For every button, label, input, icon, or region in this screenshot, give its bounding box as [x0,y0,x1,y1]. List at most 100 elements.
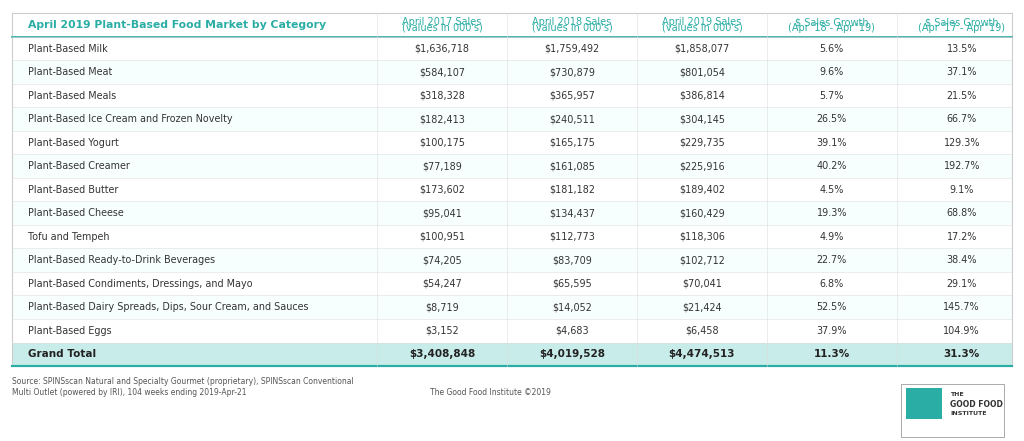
Text: $182,413: $182,413 [419,114,465,124]
Text: $1,759,492: $1,759,492 [545,44,599,53]
Text: Plant-Based Yogurt: Plant-Based Yogurt [29,138,119,148]
Text: $386,814: $386,814 [679,90,725,101]
Bar [12,248,1012,272]
Text: $14,052: $14,052 [552,302,592,312]
Text: 192.7%: 192.7% [943,161,980,171]
Text: $3,152: $3,152 [425,326,459,336]
Text: Plant-Based Cheese: Plant-Based Cheese [29,208,124,218]
Text: Plant-Based Butter: Plant-Based Butter [29,185,119,194]
Text: 4.5%: 4.5% [819,185,844,194]
Text: 31.3%: 31.3% [943,349,980,359]
Bar [12,295,1012,319]
Bar [12,60,1012,84]
Text: $70,041: $70,041 [682,279,722,289]
Bar [12,107,1012,131]
Bar [12,84,1012,107]
Text: 6.8%: 6.8% [819,279,844,289]
Text: Plant-Based Condiments, Dressings, and Mayo: Plant-Based Condiments, Dressings, and M… [29,279,253,289]
Text: $100,951: $100,951 [419,232,465,242]
Text: April 2019 Sales: April 2019 Sales [663,17,741,27]
Text: Grand Total: Grand Total [29,349,96,359]
Text: $ Sales Growth: $ Sales Growth [925,17,998,27]
Text: $4,683: $4,683 [555,326,589,336]
Text: Plant-Based Meals: Plant-Based Meals [29,90,117,101]
Bar [12,37,1012,60]
Text: (Apr '18 - Apr '19): (Apr '18 - Apr '19) [788,23,876,33]
Text: 5.6%: 5.6% [819,44,844,53]
Text: 5.7%: 5.7% [819,90,844,101]
Text: $160,429: $160,429 [679,208,725,218]
Text: 37.9%: 37.9% [816,326,847,336]
Text: Plant-Based Ready-to-Drink Beverages: Plant-Based Ready-to-Drink Beverages [29,255,215,265]
Text: 21.5%: 21.5% [946,90,977,101]
Text: Plant-Based Ice Cream and Frozen Novelty: Plant-Based Ice Cream and Frozen Novelty [29,114,233,124]
Text: 37.1%: 37.1% [946,67,977,77]
Text: (values in 000's): (values in 000's) [401,23,482,33]
Text: 145.7%: 145.7% [943,302,980,312]
Bar [12,131,1012,154]
Text: $ Sales Growth: $ Sales Growth [795,17,868,27]
Bar [906,388,942,419]
Text: 4.9%: 4.9% [819,232,844,242]
Text: $240,511: $240,511 [549,114,595,124]
Text: $77,189: $77,189 [422,161,462,171]
Text: $118,306: $118,306 [679,232,725,242]
Text: Plant-Based Dairy Spreads, Dips, Sour Cream, and Sauces: Plant-Based Dairy Spreads, Dips, Sour Cr… [29,302,309,312]
Bar [12,202,1012,225]
Text: THE: THE [950,392,964,397]
Text: $1,636,718: $1,636,718 [415,44,470,53]
Text: GOOD FOOD: GOOD FOOD [950,400,1004,409]
Text: (values in 000's): (values in 000's) [531,23,612,33]
Text: 11.3%: 11.3% [814,349,850,359]
Text: $3,408,848: $3,408,848 [409,349,475,359]
Text: $4,474,513: $4,474,513 [669,349,735,359]
Text: 9.1%: 9.1% [949,185,974,194]
Text: 40.2%: 40.2% [816,161,847,171]
Bar [12,13,1012,37]
Text: $65,595: $65,595 [552,279,592,289]
Text: $161,085: $161,085 [549,161,595,171]
Text: $134,437: $134,437 [549,208,595,218]
Text: $95,041: $95,041 [422,208,462,218]
Text: $173,602: $173,602 [419,185,465,194]
Text: (values in 000's): (values in 000's) [662,23,742,33]
Text: $189,402: $189,402 [679,185,725,194]
Text: $4,019,528: $4,019,528 [539,349,605,359]
Text: (Apr '17 - Apr '19): (Apr '17 - Apr '19) [919,23,1006,33]
Text: 38.4%: 38.4% [946,255,977,265]
Text: April 2017 Sales: April 2017 Sales [402,17,481,27]
Text: $100,175: $100,175 [419,138,465,148]
Text: 52.5%: 52.5% [816,302,847,312]
Text: $1,858,077: $1,858,077 [674,44,729,53]
Text: The Good Food Institute ©2019: The Good Food Institute ©2019 [430,388,551,397]
Text: Source: SPINSscan Natural and Specialty Gourmet (proprietary), SPINSscan Convent: Source: SPINSscan Natural and Specialty … [12,377,354,397]
Bar [12,319,1012,343]
Text: $801,054: $801,054 [679,67,725,77]
Text: 26.5%: 26.5% [817,114,847,124]
Text: INSTITUTE: INSTITUTE [950,411,987,416]
Text: $318,328: $318,328 [419,90,465,101]
Text: $165,175: $165,175 [549,138,595,148]
Text: April 2019 Plant-Based Food Market by Category: April 2019 Plant-Based Food Market by Ca… [29,20,327,30]
Text: Tofu and Tempeh: Tofu and Tempeh [29,232,110,242]
Text: 68.8%: 68.8% [946,208,977,218]
Bar [12,225,1012,248]
Text: Plant-Based Meat: Plant-Based Meat [29,67,113,77]
Text: 129.3%: 129.3% [943,138,980,148]
Text: $54,247: $54,247 [422,279,462,289]
Text: $181,182: $181,182 [549,185,595,194]
Text: 13.5%: 13.5% [946,44,977,53]
Text: 104.9%: 104.9% [943,326,980,336]
Text: 39.1%: 39.1% [816,138,847,148]
Text: $83,709: $83,709 [552,255,592,265]
Text: 9.6%: 9.6% [819,67,844,77]
Text: $229,735: $229,735 [679,138,725,148]
Text: April 2018 Sales: April 2018 Sales [532,17,611,27]
Bar [12,343,1012,366]
Text: 19.3%: 19.3% [816,208,847,218]
Bar [12,154,1012,178]
Text: $730,879: $730,879 [549,67,595,77]
Text: $102,712: $102,712 [679,255,725,265]
Bar [12,178,1012,202]
Text: Plant-Based Eggs: Plant-Based Eggs [29,326,112,336]
